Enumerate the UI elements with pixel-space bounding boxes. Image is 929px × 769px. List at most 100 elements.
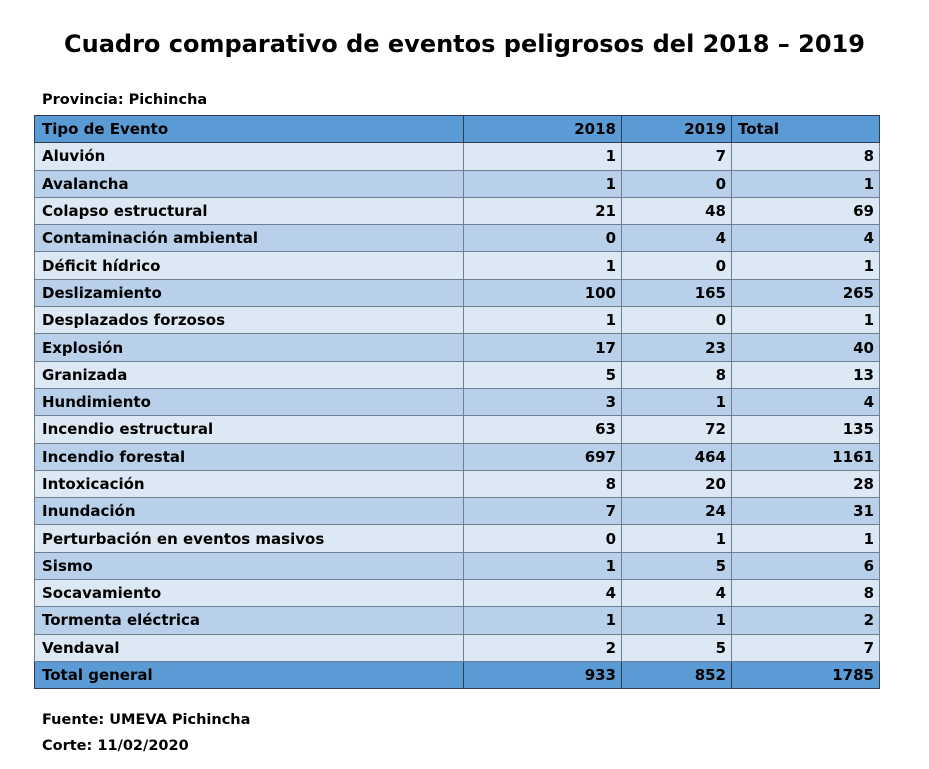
value-2018-cell: 100 [463, 278, 622, 308]
table-row: Sismo 1 5 6 [34, 551, 880, 581]
event-type-cell: Inundación [34, 497, 464, 526]
table-row: Tormenta eléctrica 1 1 2 [34, 606, 880, 635]
value-2018-cell: 697 [463, 442, 622, 471]
total-cell: 4 [731, 224, 880, 253]
table-row: Explosión 17 23 40 [34, 333, 880, 362]
value-2018-cell: 0 [463, 524, 622, 553]
event-type-cell: Contaminación ambiental [34, 224, 464, 253]
value-2019-cell: 5 [621, 633, 732, 662]
event-type-cell: Tormenta eléctrica [34, 606, 464, 635]
total-cell: 2 [731, 606, 880, 635]
value-2018-cell: 1 [463, 251, 622, 280]
province-label: Provincia: Pichincha [42, 92, 208, 108]
event-type-cell: Hundimiento [34, 387, 464, 417]
event-type-cell: Colapso estructural [34, 196, 464, 226]
total-cell: 8 [731, 142, 880, 171]
table-row: Socavamiento 4 4 8 [34, 579, 880, 608]
total-cell: 1 [731, 524, 880, 553]
cutoff-date: Corte: 11/02/2020 [42, 738, 189, 754]
value-2019-cell: 1 [621, 606, 732, 635]
value-2019-cell: 4 [621, 224, 732, 253]
value-2018-cell: 4 [463, 579, 622, 608]
table-row: Incendio forestal 697 464 1161 [34, 442, 880, 471]
table-row: Intoxicación 8 20 28 [34, 469, 880, 499]
value-2019-cell: 5 [621, 551, 732, 581]
event-type-cell: Desplazados forzosos [34, 306, 464, 335]
value-2018-cell: 2 [463, 633, 622, 662]
source-note: Fuente: UMEVA Pichincha [42, 712, 251, 728]
value-2018-cell: 1 [463, 606, 622, 635]
event-type-cell: Intoxicación [34, 469, 464, 499]
value-2019-cell: 165 [621, 278, 732, 308]
total-value-2019-cell: 852 [621, 660, 732, 690]
total-cell: 1 [731, 169, 880, 198]
event-type-cell: Aluvión [34, 142, 464, 171]
events-table-body: Tipo de Evento 2018 2019 Total Aluvión 1 7… [34, 114, 880, 690]
event-type-cell: Vendaval [34, 633, 464, 662]
value-2019-cell: 7 [621, 142, 732, 171]
total-cell: 6 [731, 551, 880, 581]
table-row: Aluvión 1 7 8 [34, 142, 880, 171]
event-type-cell: Socavamiento [34, 579, 464, 608]
total-cell: 4 [731, 387, 880, 417]
total-event-type-cell: Total general [34, 660, 464, 690]
table-row: Perturbación en eventos masivos 0 1 1 [34, 524, 880, 553]
value-2019-cell: 0 [621, 306, 732, 335]
total-cell: 40 [731, 333, 880, 362]
table-row: Contaminación ambiental 0 4 4 [34, 224, 880, 253]
value-2019-cell: 48 [621, 196, 732, 226]
event-type-cell: Déficit hídrico [34, 251, 464, 280]
value-2019-cell: 1 [621, 387, 732, 417]
value-2018-cell: 1 [463, 306, 622, 335]
value-2019-cell: 1 [621, 524, 732, 553]
table-row: Inundación 7 24 31 [34, 497, 880, 526]
value-2019-cell: 23 [621, 333, 732, 362]
value-2018-cell: 63 [463, 415, 622, 444]
event-type-cell: Explosión [34, 333, 464, 362]
value-2018-cell: 1 [463, 169, 622, 198]
total-cell: 265 [731, 278, 880, 308]
table-row: Desplazados forzosos 1 0 1 [34, 306, 880, 335]
total-cell: 8 [731, 579, 880, 608]
header-event-type: Tipo de Evento [34, 114, 464, 144]
value-2019-cell: 72 [621, 415, 732, 444]
table-row: Avalancha 1 0 1 [34, 169, 880, 198]
value-2019-cell: 464 [621, 442, 732, 471]
value-2019-cell: 0 [621, 169, 732, 198]
total-total-cell: 1785 [731, 660, 880, 690]
table-row: Colapso estructural 21 48 69 [34, 196, 880, 226]
value-2019-cell: 8 [621, 360, 732, 389]
event-type-cell: Sismo [34, 551, 464, 581]
table-row: Deslizamiento 100 165 265 [34, 278, 880, 308]
value-2019-cell: 20 [621, 469, 732, 499]
event-type-cell: Incendio estructural [34, 415, 464, 444]
total-cell: 135 [731, 415, 880, 444]
total-cell: 1 [731, 251, 880, 280]
total-cell: 1 [731, 306, 880, 335]
total-value-2018-cell: 933 [463, 660, 622, 690]
total-cell: 31 [731, 497, 880, 526]
value-2019-cell: 4 [621, 579, 732, 608]
table-row: Incendio estructural 63 72 135 [34, 415, 880, 444]
event-type-cell: Granizada [34, 360, 464, 389]
document-title: Cuadro comparativo de eventos peligrosos… [64, 30, 865, 58]
events-table: Tipo de Evento 2018 2019 Total Aluvión 1 7… [34, 114, 880, 690]
value-2018-cell: 1 [463, 142, 622, 171]
value-2018-cell: 7 [463, 497, 622, 526]
value-2018-cell: 8 [463, 469, 622, 499]
value-2018-cell: 3 [463, 387, 622, 417]
total-cell: 7 [731, 633, 880, 662]
event-type-cell: Incendio forestal [34, 442, 464, 471]
value-2018-cell: 1 [463, 551, 622, 581]
event-type-cell: Deslizamiento [34, 278, 464, 308]
table-row: Déficit hídrico 1 0 1 [34, 251, 880, 280]
total-cell: 69 [731, 196, 880, 226]
value-2018-cell: 17 [463, 333, 622, 362]
table-row: Granizada 5 8 13 [34, 360, 880, 389]
total-cell: 13 [731, 360, 880, 389]
header-year-2019: 2019 [621, 114, 732, 144]
table-row: Vendaval 2 5 7 [34, 633, 880, 662]
event-type-cell: Avalancha [34, 169, 464, 198]
total-cell: 28 [731, 469, 880, 499]
table-header-row: Tipo de Evento 2018 2019 Total [34, 114, 880, 144]
